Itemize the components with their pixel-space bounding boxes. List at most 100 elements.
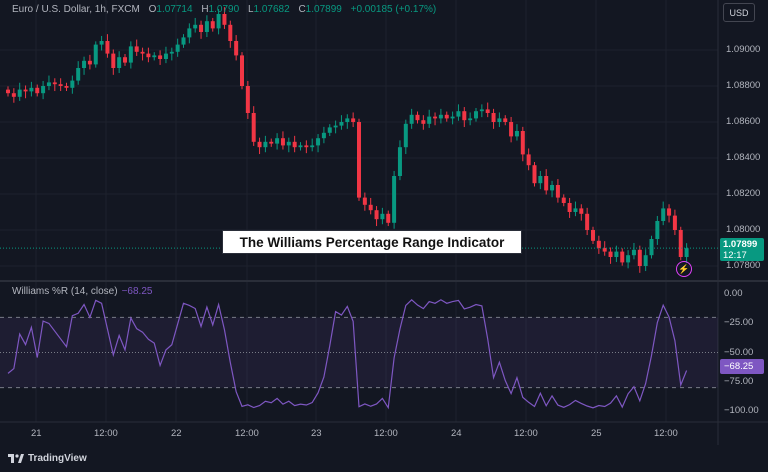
candle-body: [310, 145, 315, 148]
candle-body: [46, 82, 51, 86]
candle-body: [146, 53, 151, 58]
low-label: L: [247, 4, 254, 15]
open-label: O: [148, 4, 157, 15]
tradingview-brand[interactable]: TradingView: [8, 453, 87, 464]
candle-body: [637, 249, 642, 266]
last-price-tag: 1.07899 12:17: [720, 238, 764, 261]
candle-body: [614, 251, 619, 257]
candle-body: [368, 204, 373, 211]
candle-body: [204, 21, 209, 32]
candle-body: [667, 208, 672, 216]
brand-name: TradingView: [28, 453, 87, 464]
candle-body: [105, 41, 110, 54]
candle-body: [58, 84, 63, 86]
change-value: +0.00185 (+0.17%): [350, 4, 437, 15]
candle-body: [163, 53, 168, 59]
candle-body: [292, 141, 297, 148]
candle-body: [655, 221, 660, 239]
candle-body: [286, 141, 291, 146]
candle-body: [456, 111, 461, 117]
candle-body: [187, 28, 192, 38]
candle-body: [117, 57, 122, 68]
candle-body: [555, 185, 560, 198]
indicator-value: −68.25: [121, 286, 153, 297]
candle-body: [128, 46, 133, 63]
candle-body: [298, 145, 303, 148]
candle-body: [468, 118, 473, 121]
indicator-label: Williams %R (14, close): [12, 286, 118, 297]
candle-body: [216, 14, 221, 29]
candle-body: [362, 197, 367, 205]
candle-body: [257, 141, 262, 148]
candle-body: [193, 24, 198, 29]
candle-body: [263, 141, 268, 148]
time-tick: 21: [31, 428, 42, 439]
candle-body: [678, 230, 683, 257]
high-value: 1.0790: [208, 4, 240, 15]
candle-body: [29, 87, 34, 92]
candle-body: [158, 55, 163, 59]
candle-body: [17, 89, 22, 97]
price-tick: 1.08400: [726, 152, 761, 163]
indicator-tick: −25.00: [724, 317, 754, 329]
candle-body: [567, 203, 572, 212]
candle-body: [474, 111, 478, 119]
candle-body: [544, 176, 549, 191]
overlay-title: The Williams Percentage Range Indicator: [222, 230, 522, 254]
candle-body: [333, 125, 338, 128]
candle-body: [181, 37, 186, 45]
candle-body: [210, 21, 215, 29]
candle-body: [620, 251, 625, 263]
candle-body: [626, 255, 631, 263]
candle-body: [93, 44, 98, 65]
candle-body: [532, 165, 537, 184]
candle-body: [111, 53, 116, 68]
candle-body: [497, 118, 502, 122]
candle-body: [269, 141, 274, 144]
symbol-title: Euro / U.S. Dollar, 1h, FXCM: [12, 4, 140, 15]
price-tick: 1.08200: [726, 188, 761, 199]
candle-body: [41, 86, 46, 94]
candle-body: [6, 89, 10, 94]
candle-body: [357, 122, 361, 198]
currency-button[interactable]: USD: [723, 3, 755, 22]
symbol-legend: Euro / U.S. Dollar, 1h, FXCM O1.07714 H1…: [12, 4, 436, 15]
indicator-value-tag: −68.25: [720, 359, 764, 374]
lightning-icon[interactable]: ⚡: [676, 261, 692, 277]
time-tick: 12:00: [654, 428, 678, 439]
candle-body: [509, 122, 514, 137]
overbought-oversold-band: [0, 317, 718, 388]
high-label: H: [201, 4, 209, 15]
indicator-tick: −50.00: [724, 346, 754, 358]
candle-body: [275, 138, 280, 144]
bar-countdown: 12:17: [723, 249, 747, 261]
candle-body: [175, 44, 180, 52]
low-value: 1.07682: [253, 4, 290, 15]
candle-body: [23, 89, 28, 92]
candle-body: [591, 230, 595, 241]
candle-body: [169, 51, 174, 54]
candle-body: [438, 114, 443, 119]
candle-body: [403, 123, 408, 148]
candle-body: [608, 251, 613, 257]
candle-body: [134, 46, 139, 52]
candle-body: [251, 113, 256, 142]
candle-body: [392, 176, 397, 223]
candle-body: [596, 240, 601, 248]
indicator-legend[interactable]: Williams %R (14, close) −68.25: [12, 286, 152, 297]
candle-body: [82, 60, 87, 68]
indicator-tick: −100.00: [724, 405, 759, 416]
candle-body: [514, 131, 519, 137]
candle-body: [140, 51, 145, 54]
candle-body: [444, 114, 449, 119]
candle-body: [526, 154, 531, 166]
candle-body: [321, 132, 326, 139]
candle-body: [421, 120, 426, 124]
price-tick: 1.08600: [726, 116, 761, 127]
candle-body: [485, 109, 490, 113]
candle-body: [64, 86, 69, 88]
candle-body: [380, 213, 385, 220]
candle-body: [433, 116, 438, 119]
price-tick: 1.08800: [726, 80, 761, 91]
